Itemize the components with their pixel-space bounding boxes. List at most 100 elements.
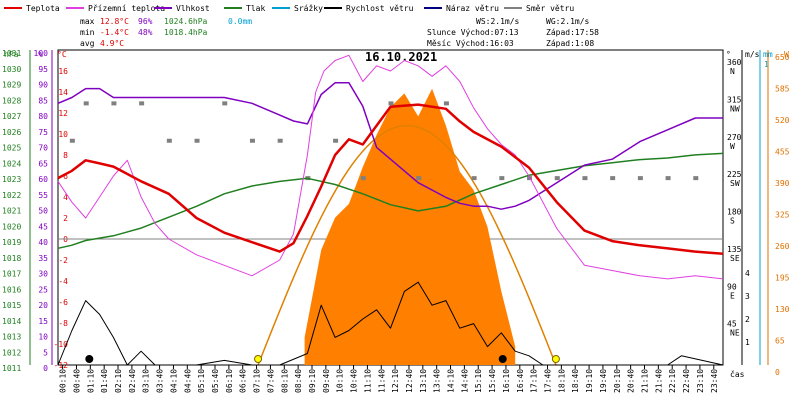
time-tick-label: 04:10 [169, 369, 178, 393]
pct-tick: 25 [38, 285, 48, 294]
axis-w-label: W [784, 50, 789, 59]
w-tick: 650 [775, 53, 790, 62]
hpa-tick: 1021 [2, 207, 21, 216]
direction-point [360, 176, 366, 181]
c-tick: -2 [58, 256, 68, 265]
time-tick-label: 17:10 [530, 369, 539, 393]
time-tick-label: 03:40 [156, 369, 165, 393]
info-mesic-zapad: Západ:1:08 [546, 39, 594, 48]
c-tick: -4 [58, 277, 68, 286]
info-slunce: Slunce Východ:07:13 [427, 28, 519, 37]
time-tick-label: 11:40 [377, 369, 386, 393]
c-tick: 2 [63, 214, 68, 223]
ms-tick: 4 [745, 269, 750, 278]
c-tick: -12 [54, 361, 69, 370]
pct-tick: 10 [38, 333, 48, 342]
stat-min-hum: 48% [138, 28, 153, 37]
stat-min-press: 1018.4hPa [164, 28, 208, 37]
hpa-tick: 1029 [2, 81, 21, 90]
dir-deg-tick: 360 [727, 58, 742, 67]
time-tick-label: 02:40 [128, 369, 137, 393]
time-tick-label: 23:10 [696, 369, 705, 393]
stat-max-rain: 0.0mm [228, 17, 252, 26]
direction-point [443, 101, 449, 106]
hpa-tick: 1016 [2, 285, 21, 294]
stat-max-hum: 96% [138, 17, 153, 26]
hpa-tick: 1011 [2, 364, 21, 373]
hpa-tick: 1025 [2, 144, 21, 153]
moon-marker [85, 355, 94, 363]
time-tick-label: 06:40 [239, 369, 248, 393]
hpa-tick: 1017 [2, 270, 21, 279]
direction-point [69, 138, 75, 143]
legend-label-5: Rychlost větru [346, 4, 414, 13]
dir-deg-tick: 225 [727, 170, 742, 179]
time-tick-label: 22:10 [668, 369, 677, 393]
direction-point [554, 176, 560, 181]
pct-tick: 70 [38, 144, 48, 153]
w-tick: 260 [775, 242, 790, 251]
stats-panel: max 12.8°C 96% 1024.6hPa 0.0mm min -1.4°… [80, 17, 252, 48]
direction-point [388, 101, 394, 106]
direction-point [582, 176, 588, 181]
c-tick: 8 [63, 151, 68, 160]
time-tick-label: 07:40 [266, 369, 275, 393]
time-tick-label: 10:40 [350, 369, 359, 393]
hpa-tick: 1026 [2, 128, 21, 137]
pct-tick: 95 [38, 65, 48, 74]
time-tick-label: 22:40 [682, 369, 691, 393]
direction-point [277, 138, 283, 143]
time-tick-label: 06:10 [225, 369, 234, 393]
time-tick-label: 08:40 [294, 369, 303, 393]
direction-point [471, 176, 477, 181]
axis-c-label: °C [57, 50, 67, 59]
series-vlhkost [57, 82, 723, 210]
direction-point [222, 101, 228, 106]
axis-ms-label: m/s [745, 50, 760, 59]
axis-deg-label: ° [726, 50, 731, 59]
hpa-tick: 1031 [2, 49, 21, 58]
dir-name-tick: E [730, 291, 735, 300]
pct-tick: 90 [38, 81, 48, 90]
pct-tick: 5 [43, 348, 48, 357]
time-tick-label: 19:40 [599, 369, 608, 393]
dir-name-tick: W [730, 142, 735, 151]
dir-name-tick: NW [730, 104, 740, 113]
time-tick-label: 13:10 [419, 369, 428, 393]
time-tick-label: 21:40 [654, 369, 663, 393]
dir-name-tick: SW [730, 179, 740, 188]
direction-point [637, 176, 643, 181]
c-tick: 6 [63, 172, 68, 181]
w-tick: 0 [775, 368, 780, 377]
direction-point [83, 101, 89, 106]
dir-name-tick: N [730, 67, 735, 76]
axis-time-label: čas [730, 369, 745, 379]
time-tick-label: 14:10 [447, 369, 456, 393]
time-tick-label: 12:40 [405, 369, 414, 393]
pct-tick: 75 [38, 128, 48, 137]
time-tick-label: 16:10 [502, 369, 511, 393]
time-tick-label: 23:40 [710, 369, 719, 393]
direction-point [166, 138, 172, 143]
direction-point [610, 176, 616, 181]
direction-point [693, 176, 699, 181]
time-tick-label: 07:10 [253, 369, 262, 393]
hpa-tick: 1018 [2, 254, 21, 263]
hpa-tick: 1023 [2, 175, 21, 184]
hpa-tick: 1022 [2, 191, 21, 200]
pct-tick: 30 [38, 270, 48, 279]
legend-label-0: Teplota [26, 4, 60, 13]
ms-tick: 3 [745, 292, 750, 301]
hpa-tick: 1014 [2, 317, 21, 326]
direction-point [665, 176, 671, 181]
pct-tick: 15 [38, 317, 48, 326]
c-tick: 12 [58, 109, 68, 118]
legend-label-2: Vlhkost [176, 4, 210, 13]
pct-tick: 65 [38, 159, 48, 168]
w-tick: 520 [775, 116, 790, 125]
time-tick-label: 17:40 [544, 369, 553, 393]
direction-point [527, 176, 533, 181]
time-tick-label: 10:10 [336, 369, 345, 393]
pct-tick: 50 [38, 207, 48, 216]
pct-tick: 55 [38, 191, 48, 200]
